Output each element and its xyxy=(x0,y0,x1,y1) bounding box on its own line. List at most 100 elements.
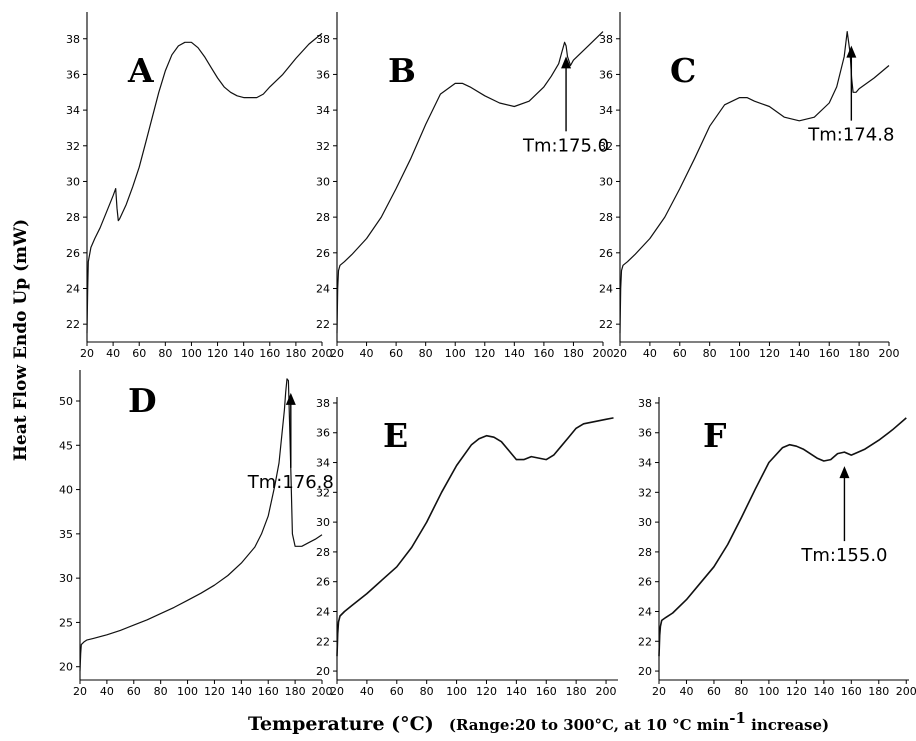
y-tick-label: 34 xyxy=(316,457,330,470)
annotation-arrow-head xyxy=(561,56,572,69)
y-tick-label: 32 xyxy=(638,486,652,499)
panel-letter: B xyxy=(388,51,416,90)
tm-annotation-label: Tm:175.0 xyxy=(522,135,609,156)
x-tick-label: 160 xyxy=(259,347,280,360)
y-tick-label: 24 xyxy=(316,282,330,295)
x-tick-label: 40 xyxy=(106,347,120,360)
x-tick-label: 20 xyxy=(80,347,94,360)
x-tick-label: 160 xyxy=(536,685,557,698)
panel-e: 20 40 60 80 100 120 140 160 180 200 20 22 24 26 28 30 32… xyxy=(316,397,618,698)
panel-letter: A xyxy=(127,51,154,90)
x-tick-label: 20 xyxy=(330,685,344,698)
x-tick-label: 160 xyxy=(258,685,279,698)
panel-letter: D xyxy=(128,381,157,420)
x-tick-label: 60 xyxy=(127,685,141,698)
x-tick-label: 180 xyxy=(849,347,870,360)
y-tick-label: 35 xyxy=(59,528,73,541)
panel-c: 20 40 60 80 100 120 140 160 180 200 22 24 26 28 30 32 34… xyxy=(599,12,900,360)
tm-annotation-label: Tm:155.0 xyxy=(800,545,887,566)
y-tick-label: 28 xyxy=(316,211,330,224)
y-tick-label: 32 xyxy=(316,140,330,153)
y-tick-label: 38 xyxy=(66,33,80,46)
x-tick-label: 20 xyxy=(613,347,627,360)
panel-letter: F xyxy=(703,416,726,455)
y-tick-label: 32 xyxy=(599,140,613,153)
y-tick-label: 24 xyxy=(638,605,652,618)
x-axis-label-superscript: -1 xyxy=(729,709,746,727)
y-tick-label: 32 xyxy=(316,486,330,499)
x-axis-label-note: (Range:20 to 300°C, at 10 °C min xyxy=(449,716,729,734)
y-tick-label: 25 xyxy=(59,616,73,629)
y-tick-label: 20 xyxy=(638,665,652,678)
x-tick-label: 180 xyxy=(563,347,584,360)
y-tick-label: 26 xyxy=(599,247,613,260)
y-tick-label: 36 xyxy=(66,68,80,81)
x-tick-label: 200 xyxy=(879,347,900,360)
y-tick-label: 26 xyxy=(638,576,652,589)
series-line-d xyxy=(79,378,323,672)
x-axis-label: Temperature (°C) (Range:20 to 300°C, at … xyxy=(248,709,829,735)
annotation-arrow-head xyxy=(285,392,296,405)
x-tick-label: 80 xyxy=(158,347,172,360)
annotation-arrow-head xyxy=(839,466,850,479)
y-tick-label: 36 xyxy=(316,68,330,81)
y-tick-label: 28 xyxy=(316,546,330,559)
x-tick-label: 20 xyxy=(330,347,344,360)
y-tick-label: 30 xyxy=(66,175,80,188)
series-line-b xyxy=(336,31,604,334)
y-tick-label: 22 xyxy=(316,318,330,331)
y-tick-label: 34 xyxy=(66,104,80,117)
x-tick-label: 60 xyxy=(389,347,403,360)
x-tick-label: 140 xyxy=(813,685,834,698)
x-tick-label: 40 xyxy=(100,685,114,698)
x-tick-label: 140 xyxy=(506,685,527,698)
x-tick-label: 120 xyxy=(474,347,495,360)
x-tick-label: 40 xyxy=(360,347,374,360)
x-tick-label: 140 xyxy=(504,347,525,360)
panel-letter: C xyxy=(670,51,696,90)
x-tick-label: 140 xyxy=(789,347,810,360)
x-tick-label: 100 xyxy=(445,347,466,360)
y-tick-label: 40 xyxy=(59,484,73,497)
x-tick-label: 180 xyxy=(285,685,306,698)
y-tick-label: 26 xyxy=(66,247,80,260)
y-tick-label: 30 xyxy=(316,516,330,529)
x-tick-label: 200 xyxy=(596,685,617,698)
x-tick-label: 20 xyxy=(73,685,87,698)
x-tick-label: 180 xyxy=(566,685,587,698)
y-tick-label: 30 xyxy=(59,572,73,585)
tm-annotation-label: Tm:174.8 xyxy=(807,125,894,146)
x-tick-label: 160 xyxy=(533,347,554,360)
y-tick-label: 20 xyxy=(59,661,73,674)
y-tick-label: 34 xyxy=(316,104,330,117)
y-tick-label: 22 xyxy=(66,318,80,331)
y-tick-label: 22 xyxy=(599,318,613,331)
x-tick-label: 40 xyxy=(360,685,374,698)
x-tick-label: 80 xyxy=(154,685,168,698)
x-tick-label: 60 xyxy=(132,347,146,360)
y-tick-label: 34 xyxy=(638,457,652,470)
x-tick-label: 100 xyxy=(177,685,198,698)
x-tick-label: 140 xyxy=(233,347,254,360)
x-axis-label-note-end: increase) xyxy=(746,716,829,734)
x-tick-label: 120 xyxy=(204,685,225,698)
x-tick-label: 60 xyxy=(707,685,721,698)
y-tick-label: 38 xyxy=(638,397,652,410)
y-tick-label: 38 xyxy=(316,33,330,46)
x-tick-label: 100 xyxy=(446,685,467,698)
x-tick-label: 80 xyxy=(420,685,434,698)
y-tick-label: 38 xyxy=(599,33,613,46)
y-tick-label: 34 xyxy=(599,104,613,117)
y-tick-label: 20 xyxy=(316,665,330,678)
panel-letter: E xyxy=(383,416,408,455)
y-axis-label: Heat Flow Endo Up (mW) xyxy=(11,219,31,461)
x-tick-label: 200 xyxy=(593,347,614,360)
x-tick-label: 160 xyxy=(819,347,840,360)
annotation-arrow-head xyxy=(846,45,857,58)
x-tick-label: 180 xyxy=(868,685,889,698)
x-tick-label: 120 xyxy=(476,685,497,698)
x-tick-label: 200 xyxy=(896,685,916,698)
y-tick-label: 26 xyxy=(316,576,330,589)
y-tick-label: 24 xyxy=(66,282,80,295)
